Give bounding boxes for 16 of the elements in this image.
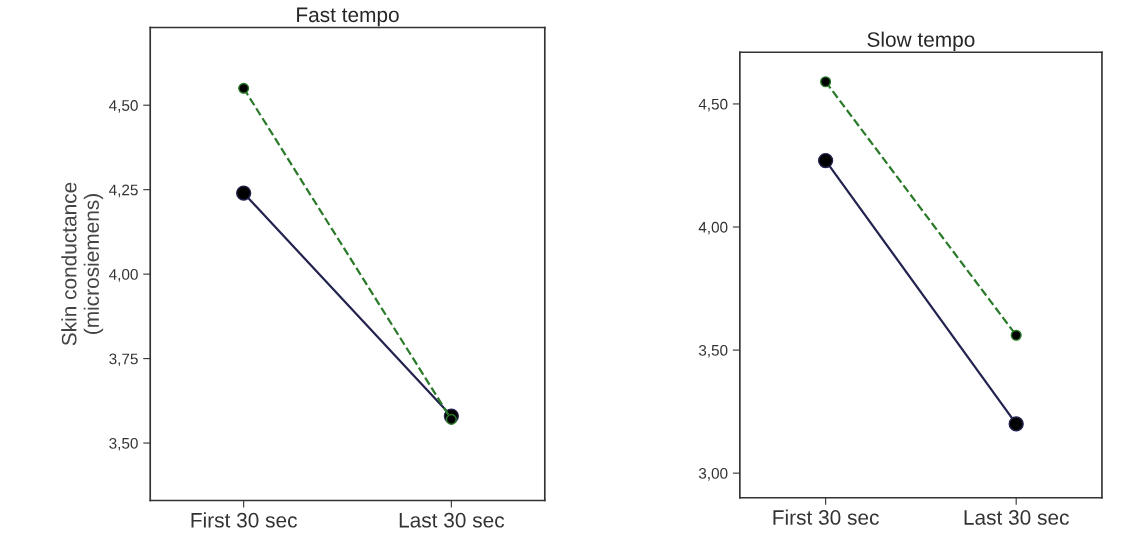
y-tick-label: 3,50 [698, 344, 728, 358]
x-tick-label: First 30 sec [773, 509, 879, 525]
y-tick-label: 3,50 [109, 437, 138, 451]
chart-title: Fast tempo [297, 7, 399, 27]
y-tick-label: 3,00 [698, 468, 728, 481]
y-tick-label: 3,75 [109, 353, 138, 367]
chart-title: Slow tempo [867, 31, 975, 52]
y-tick-label: 4,50 [109, 100, 138, 113]
y-tick-label: 4,00 [698, 221, 728, 235]
x-tick-label: Last 30 sec [964, 510, 1069, 525]
x-tick-label: First 30 sec [191, 512, 297, 528]
y-axis-title: Skin conductance (microsiemens) [61, 182, 104, 346]
y-tick-label: 4,50 [698, 98, 728, 112]
x-tick-label: Last 30 sec [399, 512, 505, 528]
y-tick-label: 4,25 [109, 184, 138, 198]
y-tick-label: 4,00 [109, 269, 138, 282]
